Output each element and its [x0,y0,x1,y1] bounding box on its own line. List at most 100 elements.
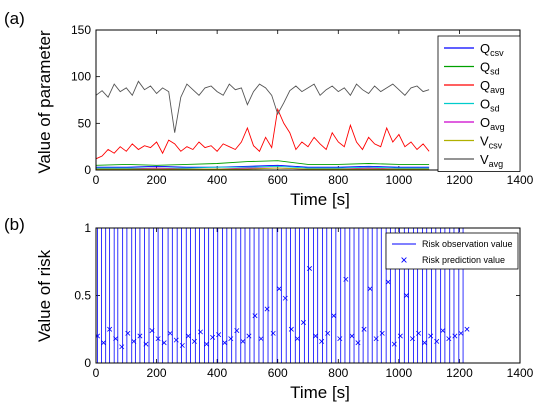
prediction-marker [410,336,415,342]
prediction-marker [155,336,161,342]
x-axis-label-a: Time [s] [290,190,350,209]
prediction-marker [143,341,149,347]
prediction-marker [191,338,197,344]
legend-entry: Oavg [480,115,505,132]
legend-entry: Risk prediction value [422,255,505,265]
prediction-marker [331,313,337,319]
x-tick-label: 1400 [507,366,534,380]
legend-entry: Osd [480,97,500,114]
x-tick-label: 600 [268,173,288,187]
legend-b: Risk observation value Risk prediction va… [385,232,519,270]
prediction-marker [161,340,167,346]
prediction-marker [264,306,270,312]
series-line-v-csv [96,167,430,170]
prediction-marker [319,338,325,344]
prediction-marker [167,330,173,336]
y-tick-label: 0.5 [74,289,91,303]
x-tick-label: 1200 [446,173,473,187]
legend-entry: Qsd [480,60,500,77]
prediction-marker [131,338,137,344]
prediction-marker [416,330,422,336]
legend-entry: Qcsv [480,41,504,58]
prediction-marker [343,276,349,282]
x-tick-label: 0 [93,366,100,380]
prediction-marker [361,326,367,332]
x-tick-label: 200 [147,366,167,380]
panel-b-label: (b) [4,215,25,234]
prediction-marker [385,279,391,285]
prediction-marker [179,342,185,348]
y-tick-label: 0 [84,163,91,177]
series-line-q-csv [96,164,430,168]
prediction-marker [185,333,191,339]
panel-b: (b) Value of risk Time [s] 0 200 400 600 800… [4,215,534,402]
legend-marker [401,257,407,263]
legend-entry: Vavg [480,152,503,169]
prediction-marker [373,336,379,342]
legend-entry: Vcsv [480,134,503,151]
x-tick-label: 600 [268,366,288,380]
y-tick-label: 50 [78,116,92,130]
prediction-marker [270,330,276,336]
series-line-q-avg [96,107,430,160]
prediction-marker [422,340,428,346]
prediction-marker [125,330,131,336]
series-line-q-sd [96,160,430,166]
prediction-marker [403,293,409,298]
prediction-marker [325,330,331,336]
prediction-marker [307,266,312,271]
prediction-marker [355,340,361,346]
prediction-marker [204,341,210,347]
plot-frame-b [95,227,521,364]
prediction-marker [246,333,252,339]
prediction-marker [379,330,385,336]
prediction-marker [137,333,143,339]
y-axis-label-b: Value of risk [35,249,54,342]
prediction-marker [337,336,343,342]
x-tick-label: 1200 [446,366,473,380]
y-tick-label: 0 [84,356,91,370]
prediction-marker [149,328,155,334]
prediction-marker [446,336,452,342]
x-tick-label: 800 [328,173,348,187]
prediction-marker [464,326,470,332]
prediction-marker [252,313,258,319]
prediction-marker [440,328,446,334]
y-tick-label: 100 [71,70,91,84]
prediction-marker [210,334,216,340]
x-tick-label: 400 [207,366,227,380]
prediction-marker [458,330,464,336]
y-tick-label: 1 [84,221,91,235]
panel-a: (a) Value of parameter Time [s] 0 200 400 6… [4,9,534,209]
series-line-o-avg [96,167,430,170]
prediction-marker [276,286,282,292]
prediction-marker [228,336,234,342]
y-tick-label: 150 [71,23,91,37]
prediction-marker [258,336,264,342]
prediction-marker [173,337,179,343]
prediction-marker [434,338,440,344]
prediction-marker [113,336,119,342]
prediction-marker [216,332,222,338]
prediction-marker [240,338,246,344]
prediction-marker [101,340,107,346]
prediction-marker [397,333,403,339]
prediction-marker [300,320,306,325]
legend-entry: Qavg [480,78,505,95]
prediction-marker [119,344,125,350]
prediction-marker [367,286,373,292]
legend-box-b [385,232,519,270]
prediction-marker [234,328,240,334]
prediction-marker [288,326,294,332]
prediction-marker [313,333,319,339]
x-tick-label: 400 [207,173,227,187]
prediction-marker [222,340,228,346]
prediction-marker [107,326,113,332]
prediction-marker [452,333,458,339]
x-axis-label-b: Time [s] [290,383,350,402]
series-line-v-avg [96,80,430,133]
y-axis-label-a: Value of parameter [35,30,54,174]
panel-a-label: (a) [4,9,25,28]
prediction-marker [391,341,397,347]
